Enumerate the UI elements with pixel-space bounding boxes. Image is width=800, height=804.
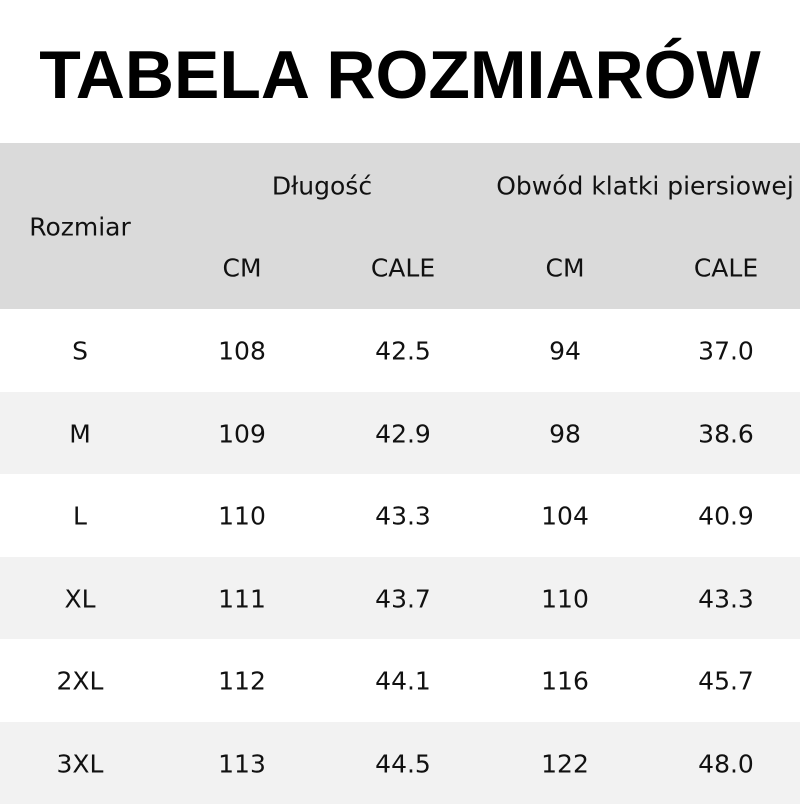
- table-header: Rozmiar Długość Obwód klatki piersiowej …: [0, 143, 800, 309]
- cell-length-inch: 44.5: [375, 749, 431, 778]
- header-unit-cm: CM: [545, 254, 584, 283]
- cell-chest-inch: 45.7: [698, 667, 754, 696]
- cell-size: M: [69, 419, 91, 448]
- table-row: XL 111 43.7 110 43.3: [0, 557, 800, 640]
- header-unit-cm: CM: [222, 254, 261, 283]
- table-row: M 109 42.9 98 38.6: [0, 392, 800, 475]
- cell-length-inch: 43.3: [375, 502, 431, 531]
- cell-chest-cm: 98: [549, 419, 581, 448]
- cell-chest-cm: 94: [549, 337, 581, 366]
- cell-size: 3XL: [57, 749, 104, 778]
- header-unit-inch: CALE: [694, 254, 758, 283]
- cell-chest-inch: 43.3: [698, 584, 754, 613]
- cell-chest-inch: 48.0: [698, 749, 754, 778]
- cell-chest-inch: 37.0: [698, 337, 754, 366]
- cell-length-cm: 108: [218, 337, 266, 366]
- cell-length-cm: 112: [218, 667, 266, 696]
- cell-length-cm: 109: [218, 419, 266, 448]
- cell-chest-cm: 116: [541, 667, 589, 696]
- table-row: L 110 43.3 104 40.9: [0, 474, 800, 557]
- cell-length-inch: 42.5: [375, 337, 431, 366]
- table-row: 3XL 113 44.5 122 48.0: [0, 722, 800, 804]
- cell-chest-cm: 110: [541, 584, 589, 613]
- cell-size: S: [72, 337, 88, 366]
- cell-length-cm: 113: [218, 749, 266, 778]
- header-chest: Obwód klatki piersiowej: [496, 172, 794, 201]
- cell-length-inch: 43.7: [375, 584, 431, 613]
- cell-chest-cm: 104: [541, 502, 589, 531]
- header-size: Rozmiar: [29, 213, 131, 242]
- cell-length-inch: 42.9: [375, 419, 431, 448]
- cell-size: XL: [64, 584, 95, 613]
- table-row: S 108 42.5 94 37.0: [0, 309, 800, 392]
- header-length: Długość: [272, 172, 372, 201]
- header-unit-inch: CALE: [371, 254, 435, 283]
- cell-size: 2XL: [57, 667, 104, 696]
- cell-length-cm: 110: [218, 502, 266, 531]
- cell-length-cm: 111: [218, 584, 266, 613]
- cell-chest-inch: 40.9: [698, 502, 754, 531]
- page-title: TABELA ROZMIARÓW: [0, 36, 800, 114]
- cell-chest-cm: 122: [541, 749, 589, 778]
- cell-length-inch: 44.1: [375, 667, 431, 696]
- table-row: 2XL 112 44.1 116 45.7: [0, 639, 800, 722]
- cell-chest-inch: 38.6: [698, 419, 754, 448]
- cell-size: L: [73, 502, 87, 531]
